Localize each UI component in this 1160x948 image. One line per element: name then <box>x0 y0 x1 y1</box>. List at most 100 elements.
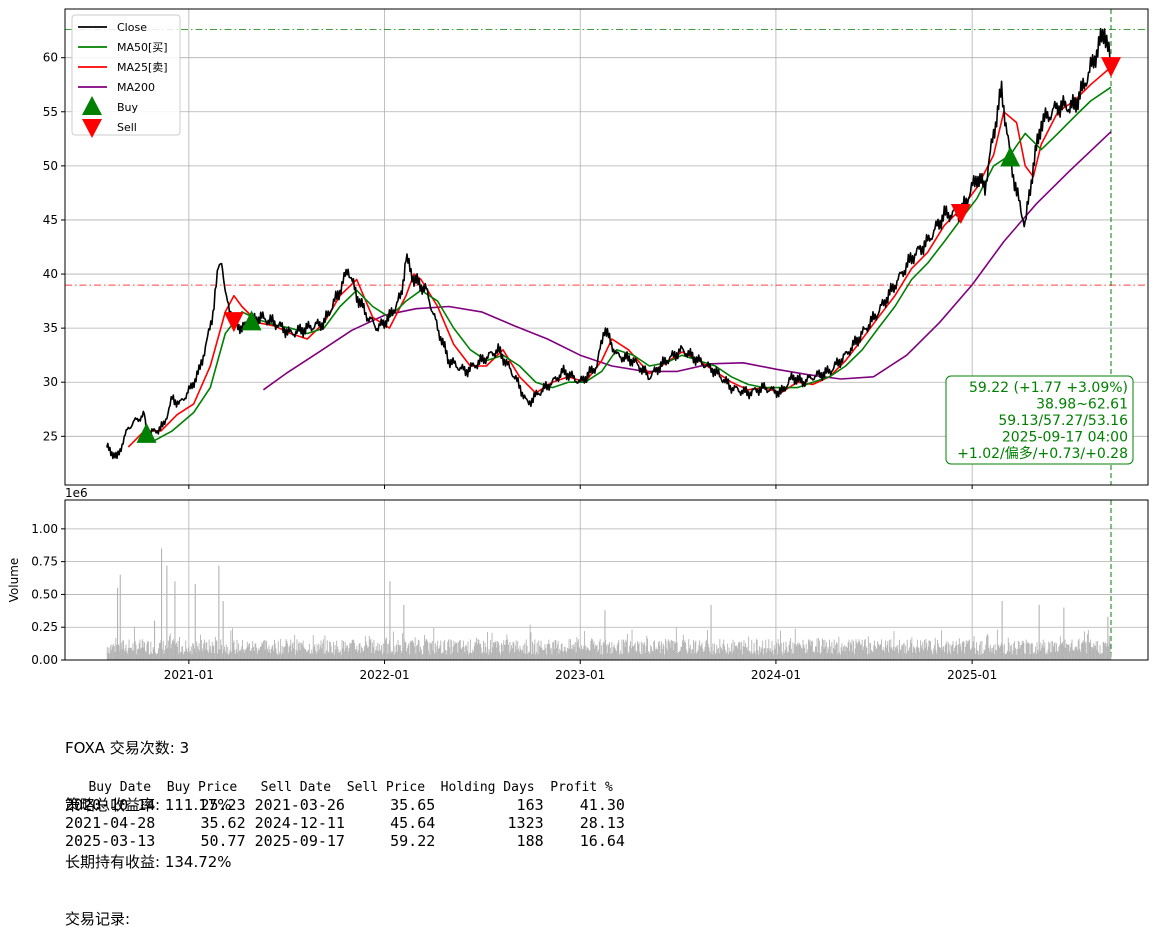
volume-bar <box>252 641 254 660</box>
volume-bar <box>944 652 945 660</box>
volume-bar <box>309 653 311 660</box>
volume-bar <box>358 643 360 660</box>
volume-bar <box>462 646 463 660</box>
volume-bar <box>110 650 112 660</box>
volume-bar <box>810 645 812 660</box>
volume-bar <box>329 641 331 660</box>
volume-bar <box>838 636 840 660</box>
price-y-tick-label: 50 <box>43 159 58 173</box>
volume-bar <box>557 640 559 660</box>
volume-bar <box>1012 650 1014 660</box>
volume-bar <box>365 641 367 660</box>
volume-bar <box>240 650 242 660</box>
volume-bar <box>907 651 909 660</box>
volume-bar <box>190 646 192 660</box>
volume-bar <box>1028 643 1029 660</box>
volume-bar <box>850 642 851 660</box>
volume-bar <box>237 652 239 660</box>
volume-bar <box>703 651 704 660</box>
volume-bar <box>522 645 524 660</box>
volume-bar <box>504 645 505 660</box>
volume-spike-bar <box>1107 616 1109 660</box>
volume-bar <box>999 648 1001 660</box>
volume-bar <box>504 644 506 660</box>
volume-bar <box>839 654 841 660</box>
volume-bar <box>676 642 678 660</box>
volume-bar <box>1049 643 1050 660</box>
volume-bar <box>886 644 888 660</box>
volume-bar <box>149 654 151 660</box>
volume-bar <box>1006 652 1008 660</box>
volume-bar <box>196 641 198 660</box>
volume-bar <box>1044 642 1046 660</box>
volume-bar <box>812 652 814 660</box>
volume-bar <box>814 652 816 660</box>
volume-bar <box>643 644 645 660</box>
volume-bar <box>423 645 425 660</box>
records-title: 交易记录: <box>65 910 131 928</box>
volume-bar <box>554 640 556 660</box>
volume-bar <box>418 640 420 660</box>
volume-bar <box>1031 643 1032 660</box>
volume-bar <box>195 652 197 660</box>
volume-bar <box>178 653 180 660</box>
volume-bar <box>645 646 647 660</box>
price-y-tick-label: 40 <box>43 267 58 281</box>
volume-bar <box>620 653 622 660</box>
volume-bar <box>771 640 773 660</box>
volume-bar <box>204 639 205 660</box>
volume-bar <box>293 648 295 660</box>
volume-bar <box>938 647 940 660</box>
volume-bar <box>573 644 575 660</box>
volume-chart: 0.00 0.25 0.50 0.75 1.00 2021-01 2022-01 2023-… <box>7 486 1149 682</box>
volume-bar <box>515 645 516 660</box>
volume-bar <box>401 652 403 660</box>
volume-bar <box>807 649 809 660</box>
volume-bar <box>304 648 306 660</box>
volume-bar <box>525 639 527 660</box>
volume-bar <box>415 653 417 660</box>
volume-bar <box>354 649 356 660</box>
volume-bar <box>897 644 899 660</box>
volume-bar <box>334 645 336 660</box>
volume-bar <box>914 648 916 660</box>
volume-bar <box>175 644 177 660</box>
volume-bar <box>1046 654 1048 660</box>
volume-bar <box>532 653 534 660</box>
volume-bar <box>923 639 925 660</box>
volume-bar <box>686 653 688 660</box>
volume-bar <box>476 637 477 660</box>
price-y-tick-label: 55 <box>43 105 58 119</box>
volume-bar <box>1052 646 1054 660</box>
volume-bar <box>801 648 802 660</box>
volume-bar <box>958 638 960 660</box>
volume-bar <box>477 639 479 660</box>
volume-bar <box>1098 654 1100 660</box>
volume-bar <box>836 643 838 660</box>
volume-bar <box>791 653 793 660</box>
volume-gridlines <box>65 500 1148 661</box>
volume-bar <box>1043 647 1045 660</box>
volume-bar <box>220 639 222 660</box>
volume-bar <box>902 643 904 660</box>
volume-bar <box>1077 640 1079 660</box>
volume-bar <box>530 632 532 660</box>
volume-bar <box>688 639 690 660</box>
volume-bar <box>927 646 929 660</box>
volume-bar <box>895 647 896 660</box>
volume-bar <box>359 643 361 660</box>
x-tick-label: 2024-01 <box>751 668 801 682</box>
volume-bar <box>969 639 970 660</box>
volume-bar <box>898 653 900 660</box>
volume-bar <box>1097 641 1099 660</box>
volume-bar <box>367 647 369 660</box>
volume-bar <box>865 646 867 660</box>
volume-bar <box>635 650 637 660</box>
volume-bar <box>820 652 822 660</box>
volume-bar <box>1081 641 1083 660</box>
volume-bar <box>944 645 946 660</box>
volume-bar <box>759 646 760 660</box>
volume-bar <box>697 650 699 660</box>
volume-bar <box>1100 653 1102 660</box>
volume-bar <box>619 650 621 660</box>
